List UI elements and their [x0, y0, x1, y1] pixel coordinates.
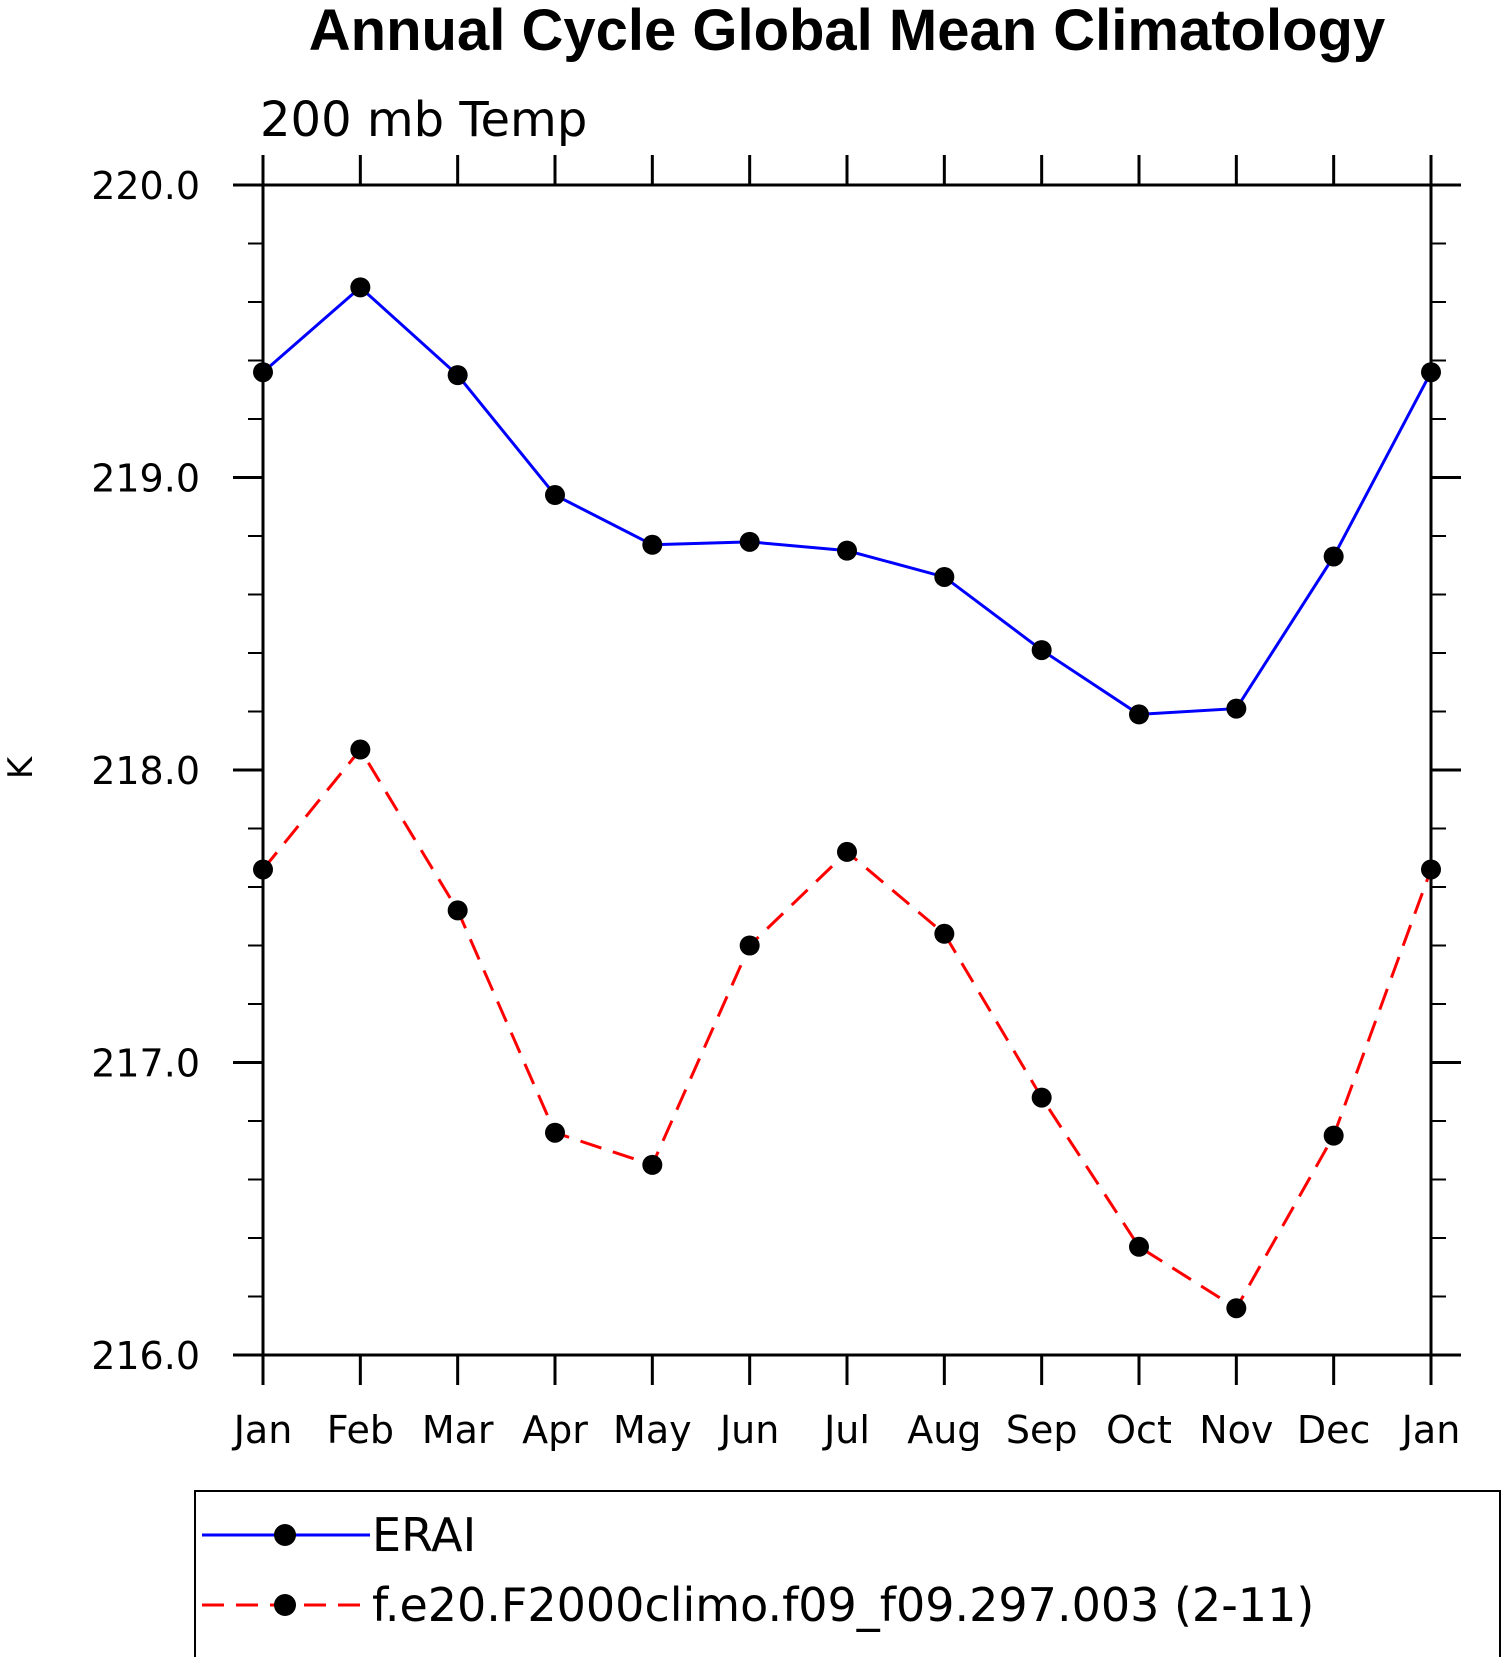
data-point: [934, 566, 955, 587]
data-point: [350, 277, 371, 298]
data-point: [1323, 546, 1344, 567]
data-point: [545, 1122, 565, 1143]
series-layer: [253, 277, 1441, 1319]
data-point: [1129, 1236, 1149, 1257]
y-tick-label: 220.0: [91, 164, 200, 208]
x-tick-label: Feb: [327, 1408, 394, 1452]
y-axis-label: K: [1, 755, 41, 779]
data-point: [447, 900, 468, 921]
data-point: [545, 485, 565, 506]
legend-marker-erai: [274, 1524, 296, 1546]
y-tick-label: 218.0: [91, 749, 200, 793]
plot-frame: [261, 183, 1433, 1357]
x-tick-label: Aug: [907, 1408, 981, 1452]
legend: ERAI f.e20.F2000climo.f09_f09.297.003 (2…: [194, 1490, 1501, 1657]
data-point: [447, 365, 468, 386]
data-point: [739, 935, 760, 956]
legend-box: [194, 1490, 1501, 1657]
x-tick-label: Jul: [822, 1408, 870, 1452]
data-point: [837, 841, 857, 862]
x-tick-label: Sep: [1006, 1408, 1078, 1452]
data-point: [642, 1154, 663, 1175]
data-point: [642, 534, 663, 555]
plot-axes: Jan Feb Mar Apr May Jun Jul Aug Sep Oct Nov Dec Jan 2…: [91, 155, 1461, 1452]
data-point: [837, 540, 857, 561]
y-tick-label: 219.0: [91, 457, 200, 501]
x-tick-label: Nov: [1199, 1408, 1273, 1452]
y-tick-label: 216.0: [91, 1334, 200, 1378]
data-point: [1421, 362, 1441, 383]
data-point: [1031, 640, 1052, 661]
series-line-1: [261, 746, 1433, 1311]
data-point: [739, 531, 760, 552]
x-tick-label: Jan: [1400, 1408, 1461, 1452]
data-point: [1031, 1087, 1052, 1108]
y-tick-label: 217.0: [91, 1042, 200, 1086]
chart-subtitle: 200 mb Temp: [260, 92, 587, 148]
data-point: [1129, 704, 1149, 725]
x-tick-label: Apr: [522, 1408, 588, 1452]
series-line-0: [262, 285, 1433, 716]
x-tick-label: Oct: [1106, 1408, 1172, 1452]
x-tick-label: Jan: [232, 1408, 293, 1452]
data-point: [934, 923, 955, 944]
legend-label-erai: ERAI: [372, 1508, 476, 1562]
x-tick-label: Dec: [1297, 1408, 1371, 1452]
data-point: [1323, 1125, 1344, 1146]
chart-title: Annual Cycle Global Mean Climatology: [309, 0, 1385, 63]
legend-marker-model: [274, 1594, 296, 1616]
data-point: [1226, 1298, 1247, 1319]
x-tick-label: May: [613, 1408, 692, 1452]
data-point: [1421, 859, 1441, 880]
data-point: [1226, 698, 1247, 719]
data-point: [253, 362, 273, 383]
x-tick-label: Mar: [422, 1408, 494, 1452]
legend-label-model: f.e20.F2000climo.f09_f09.297.003 (2-11): [372, 1578, 1314, 1632]
x-tick-label: Jun: [718, 1408, 779, 1452]
data-point: [253, 859, 273, 880]
data-point: [350, 739, 371, 760]
